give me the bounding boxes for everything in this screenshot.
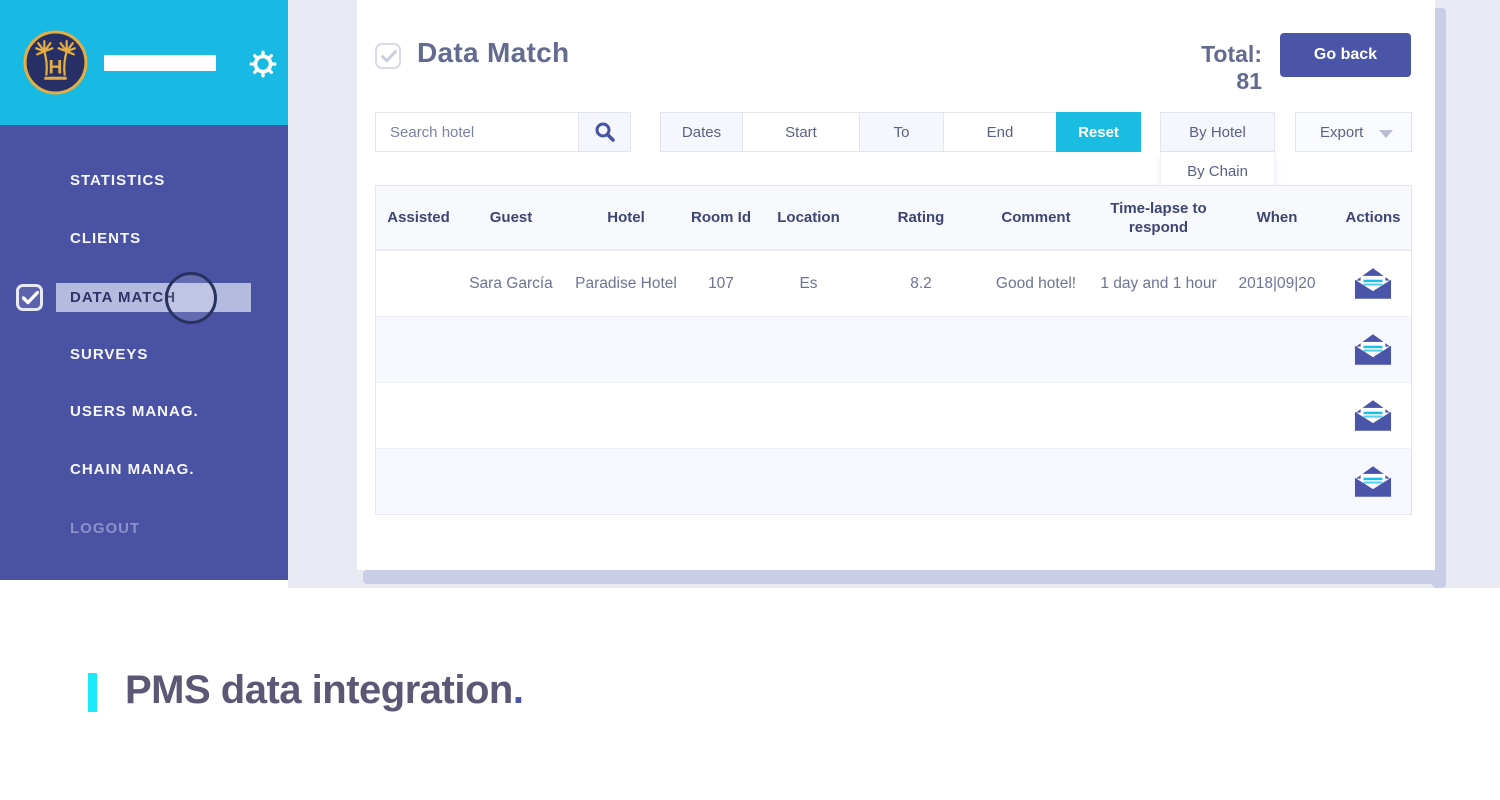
cell-location: Es: [799, 274, 818, 292]
table-header-row: Assisted Guest Hotel Room Id Location Ra…: [376, 186, 1411, 250]
brand-name-placeholder: [104, 55, 216, 71]
gear-icon[interactable]: [249, 50, 277, 78]
card-shadow-right: [1432, 8, 1446, 588]
reset-button[interactable]: Reset: [1056, 112, 1141, 152]
col-location: Location: [777, 209, 840, 226]
envelope-icon[interactable]: [1354, 333, 1392, 366]
search-button[interactable]: [578, 112, 631, 152]
col-comment: Comment: [1001, 209, 1071, 226]
cell-room-id: 107: [708, 274, 734, 292]
sidebar-header: H: [0, 0, 288, 125]
caption-text: PMS data integration.: [125, 668, 524, 712]
cell-time-lapse: 1 day and 1 hour: [1100, 274, 1217, 292]
cell-guest: Sara García: [469, 274, 553, 292]
sidebar-item-surveys[interactable]: SURVEYS: [70, 346, 149, 363]
svg-text:H: H: [49, 58, 63, 79]
sidebar-item-logout[interactable]: LOGOUT: [70, 520, 141, 537]
go-back-button[interactable]: Go back: [1280, 33, 1411, 77]
sidebar-item-chain-manag[interactable]: CHAIN MANAG.: [70, 461, 195, 478]
table-row-placeholder: [376, 316, 1411, 382]
end-date-button[interactable]: End: [943, 112, 1057, 152]
page-title: Data Match: [417, 37, 570, 68]
card-shadow-bottom: [363, 570, 1446, 584]
chevron-down-icon: [1379, 130, 1393, 138]
title-checkbox-icon: [375, 43, 401, 69]
sidebar-item-clients[interactable]: CLIENTS: [70, 230, 142, 247]
envelope-icon[interactable]: [1354, 465, 1392, 498]
cell-rating: 8.2: [910, 274, 932, 292]
caption-period: .: [512, 668, 524, 712]
cell-when: 2018|09|20: [1238, 274, 1316, 292]
caption-accent-bar: [88, 673, 97, 712]
search-icon: [595, 122, 615, 142]
sidebar: H STATISTICS CLIENTS DATA MATCH SURVE: [0, 0, 288, 580]
cell-hotel: Paradise Hotel: [575, 274, 677, 292]
export-label: Export: [1320, 123, 1364, 141]
start-date-button[interactable]: Start: [742, 112, 860, 152]
sidebar-item-data-match[interactable]: DATA MATCH: [70, 289, 177, 306]
envelope-icon[interactable]: [1354, 399, 1392, 432]
col-rating: Rating: [897, 209, 945, 226]
table-row: Sara García Paradise Hotel 107 Es 8.2 Go…: [376, 250, 1411, 316]
col-when: When: [1256, 209, 1298, 226]
sidebar-item-statistics[interactable]: STATISTICS: [70, 172, 166, 189]
col-room-id: Room Id: [691, 209, 751, 226]
hotel-logo-icon: H: [23, 30, 88, 95]
by-hotel-button[interactable]: By Hotel: [1160, 112, 1275, 152]
to-label: To: [859, 112, 944, 152]
table-row-placeholder: [376, 448, 1411, 514]
col-guest: Guest: [489, 209, 533, 226]
sidebar-active-highlight: [56, 283, 251, 312]
data-match-table: Assisted Guest Hotel Room Id Location Ra…: [375, 185, 1412, 515]
cell-comment: Good hotel!: [995, 274, 1077, 292]
col-assisted: Assisted: [387, 209, 450, 226]
dates-label: Dates: [660, 112, 743, 152]
col-time-lapse: Time-lapse to respond: [1110, 199, 1207, 236]
sidebar-item-users-manag[interactable]: USERS MANAG.: [70, 403, 199, 420]
col-actions: Actions: [1345, 209, 1401, 226]
cursor-circle-indicator: [165, 272, 217, 324]
table-row-placeholder: [376, 382, 1411, 448]
total-count: Total: 81: [1201, 41, 1262, 94]
col-hotel: Hotel: [607, 209, 645, 226]
checked-checkbox-icon: [16, 284, 43, 311]
search-input[interactable]: [375, 112, 579, 152]
export-button[interactable]: Export: [1295, 112, 1412, 152]
envelope-icon[interactable]: [1354, 267, 1392, 300]
